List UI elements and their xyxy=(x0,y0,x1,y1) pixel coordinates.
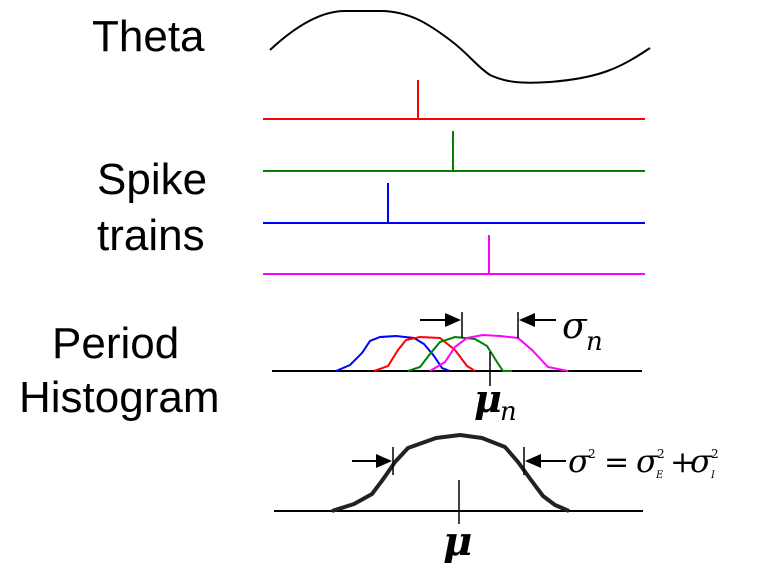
histogram-curve-blue xyxy=(335,334,451,372)
svg-text:I: I xyxy=(710,470,716,481)
svg-text:2: 2 xyxy=(657,447,665,461)
spike-train-magenta xyxy=(263,235,645,275)
theta-label: Theta xyxy=(92,12,205,61)
spike-train-blue xyxy=(263,183,645,224)
svg-text:+: + xyxy=(670,445,695,480)
spike-train-green xyxy=(263,131,645,172)
svg-text:σ: σ xyxy=(636,442,659,480)
theta-wave xyxy=(269,10,651,84)
mu-symbol: μ xyxy=(443,518,472,563)
sigma-n-left-arrow xyxy=(420,313,461,327)
mu-n-symbol: μ xyxy=(474,376,502,421)
variance-equation: σ 2 = σ 2 E + σ 2 I xyxy=(568,442,719,481)
spike-trains-label-line1: Spike xyxy=(97,155,208,204)
sigma-left-arrow xyxy=(352,454,392,468)
spike-trains-label-line2: trains xyxy=(97,211,205,260)
sigma-right-arrow xyxy=(525,454,566,468)
svg-text:σ: σ xyxy=(690,442,713,480)
svg-text:σ: σ xyxy=(568,442,591,480)
sigma-n-right-arrow xyxy=(519,313,556,327)
svg-text:E: E xyxy=(655,470,664,481)
spike-train-red xyxy=(263,80,645,120)
period-histogram-label-line1: Period xyxy=(52,319,180,368)
svg-text:2: 2 xyxy=(711,447,719,461)
period-histogram-label-line2: Histogram xyxy=(19,373,220,422)
sigma-n-subscript: n xyxy=(586,327,603,357)
histogram-curve-green xyxy=(407,335,512,372)
histogram-curve-magenta xyxy=(429,333,569,372)
svg-text:=: = xyxy=(604,445,629,480)
svg-text:2: 2 xyxy=(588,447,596,461)
sigma-n-symbol: σ xyxy=(562,306,588,347)
histogram-curve-red xyxy=(373,335,476,372)
mu-n-subscript: n xyxy=(500,397,517,427)
population-histogram-curve xyxy=(331,433,570,513)
